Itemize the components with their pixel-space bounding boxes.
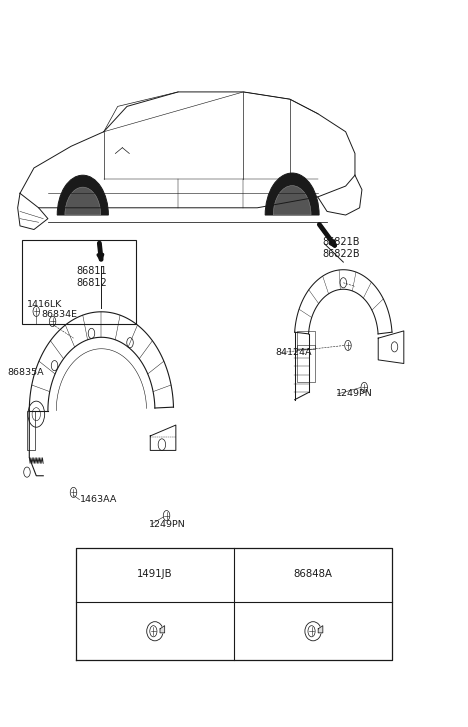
Polygon shape (318, 626, 323, 632)
Bar (297, 331, 315, 349)
Text: 1463AA: 1463AA (80, 495, 117, 504)
Text: 1249PN: 1249PN (149, 520, 186, 529)
Bar (22, 241, 136, 324)
Text: 86848A: 86848A (293, 569, 333, 579)
Text: 84124A: 84124A (276, 348, 312, 357)
Text: 86821B
86822B: 86821B 86822B (322, 237, 360, 259)
Polygon shape (160, 626, 165, 632)
Text: 86835A: 86835A (7, 368, 44, 377)
Text: 86834E: 86834E (41, 310, 77, 318)
Text: 86811
86812: 86811 86812 (77, 266, 108, 288)
Text: 1491JB: 1491JB (137, 569, 173, 579)
Wedge shape (57, 175, 109, 215)
Text: 1416LK: 1416LK (27, 300, 62, 309)
Text: 1249PN: 1249PN (336, 390, 373, 398)
Bar (297, 345, 315, 382)
Bar (27, 411, 36, 451)
Wedge shape (273, 185, 311, 215)
Wedge shape (265, 173, 319, 215)
Wedge shape (65, 187, 101, 215)
